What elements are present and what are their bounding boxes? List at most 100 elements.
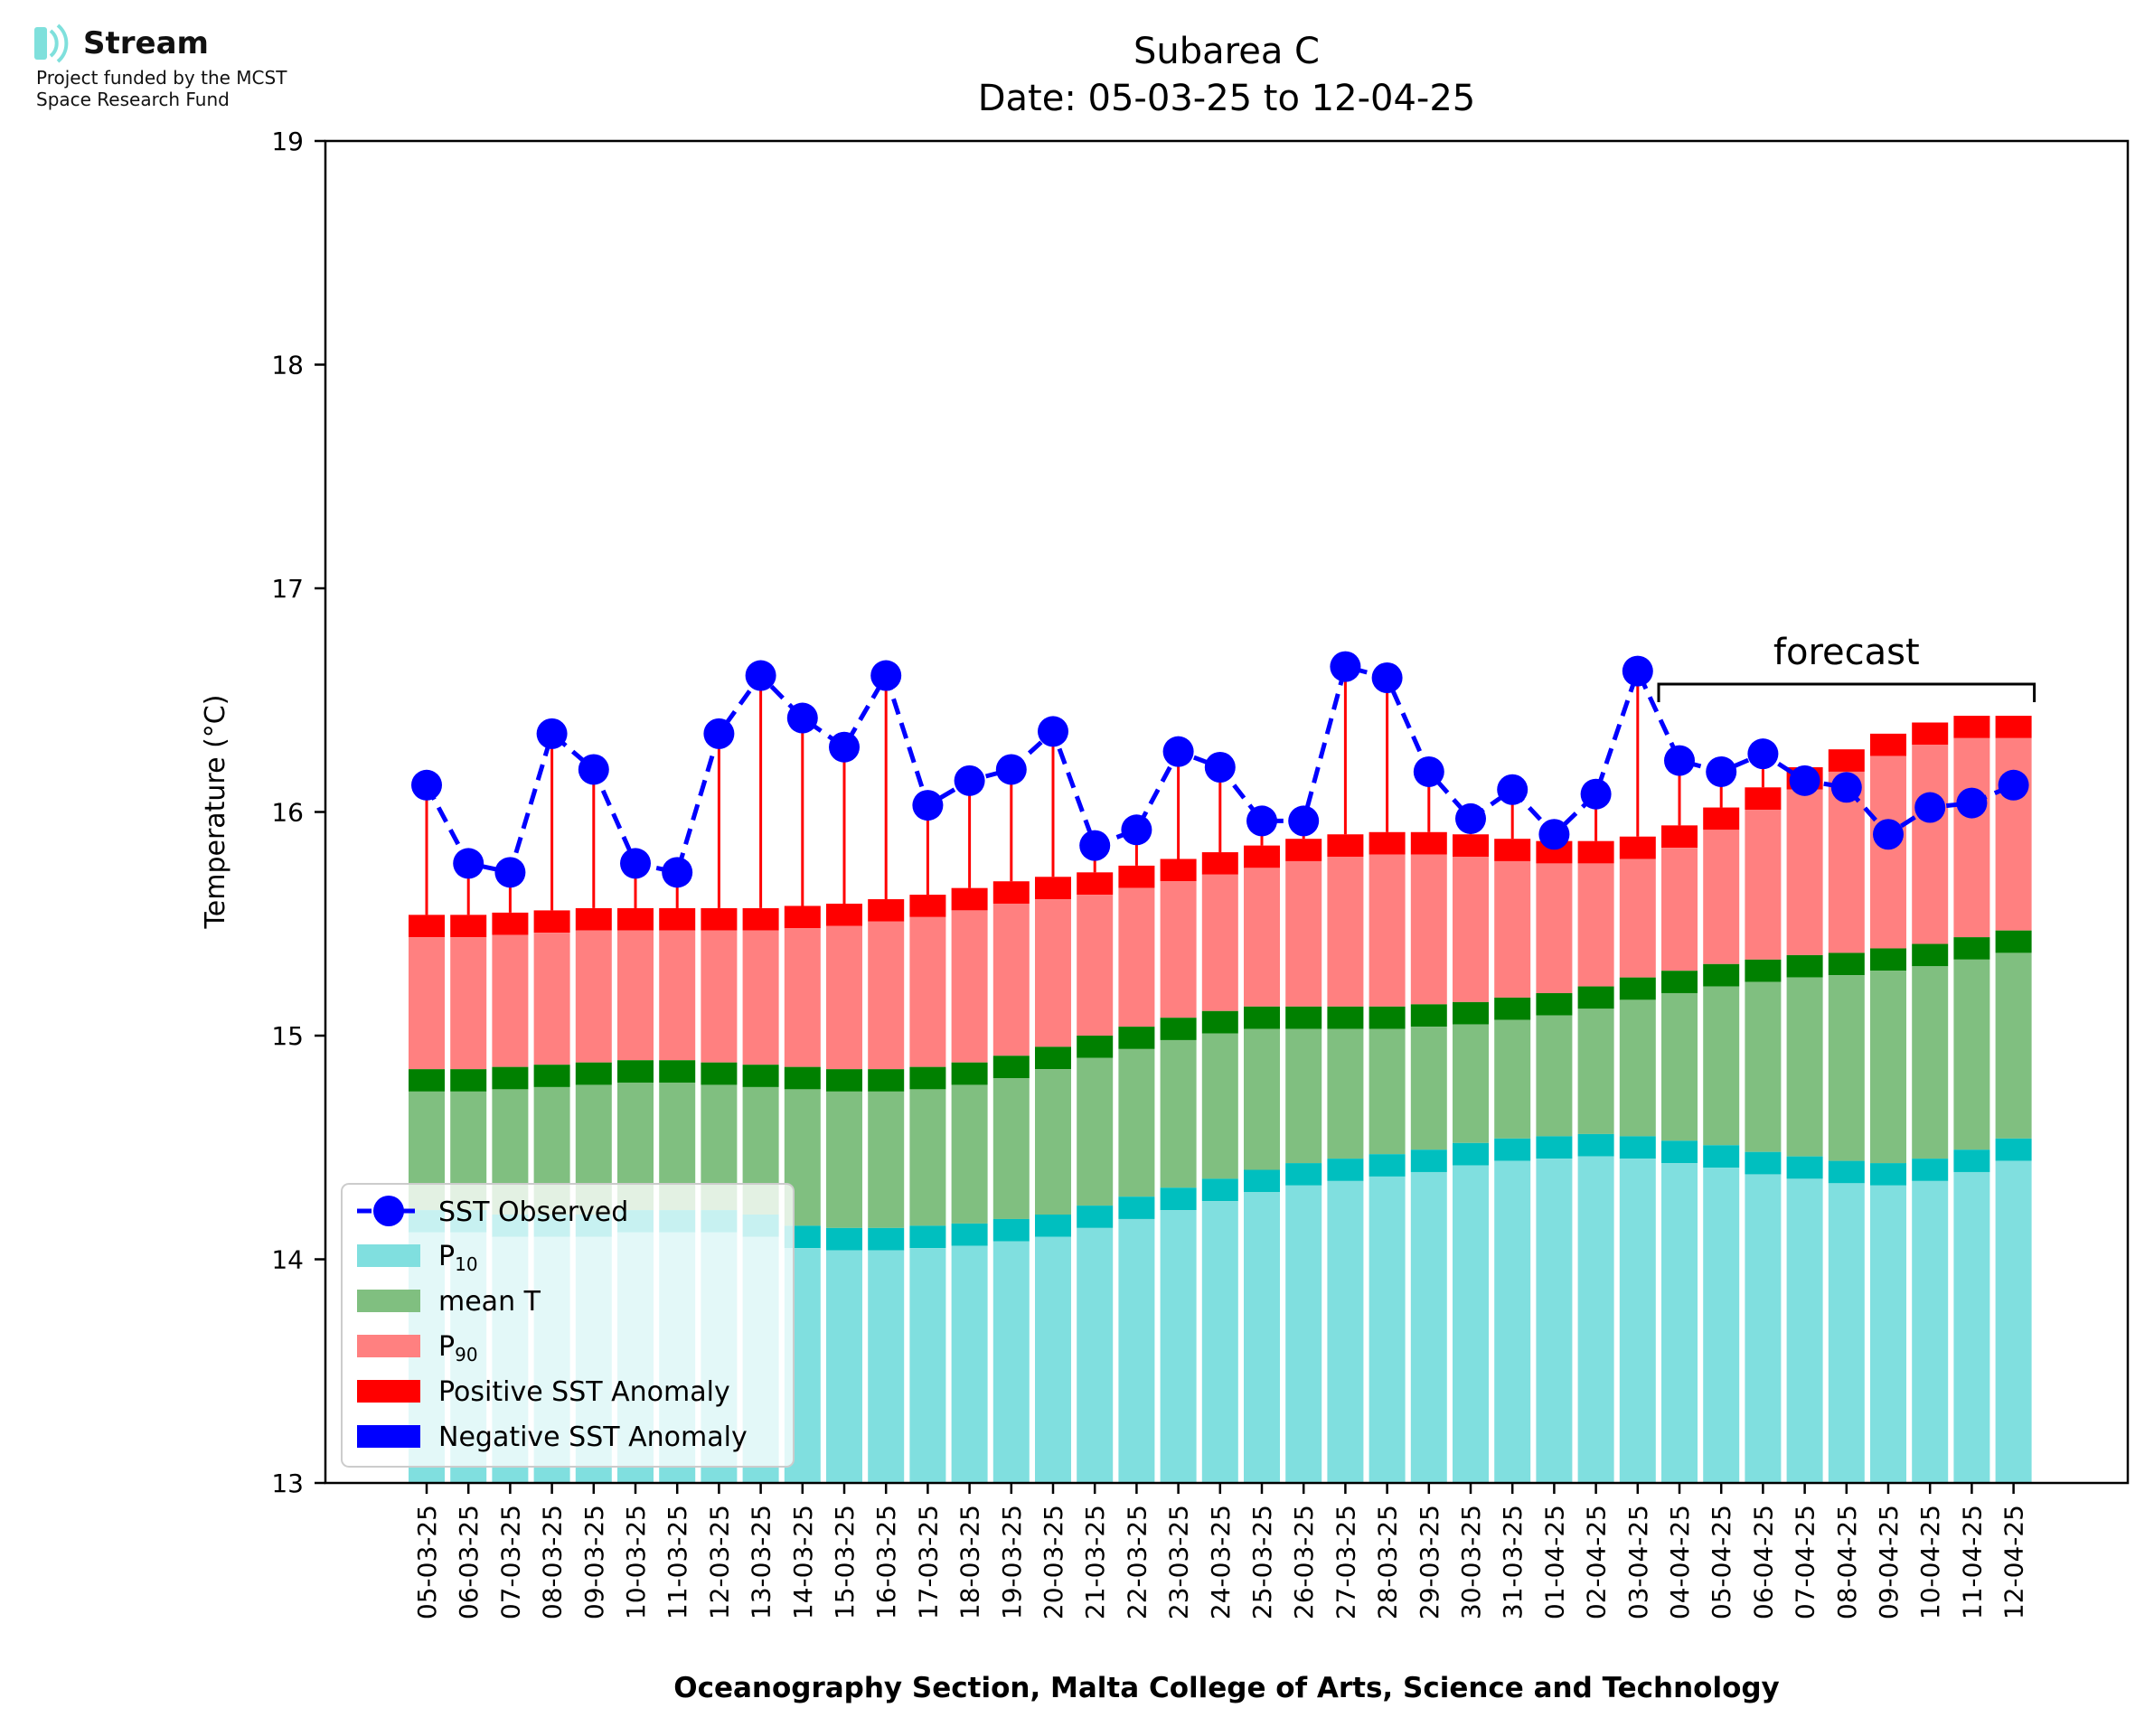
y-tick-label: 15	[271, 1021, 304, 1051]
p10-cap-bar	[1536, 1136, 1573, 1159]
p10-bar	[1327, 1180, 1364, 1483]
p90-cap-bar	[1494, 839, 1531, 861]
mean-bar	[1828, 975, 1865, 1161]
mean-cap-bar	[617, 1060, 654, 1083]
mean-cap-bar	[1619, 977, 1656, 1000]
p10-cap-bar	[1745, 1151, 1782, 1175]
p90-cap-bar	[575, 907, 612, 931]
mean-cap-bar	[492, 1066, 529, 1090]
p90-bar	[1410, 854, 1447, 1005]
p90-cap-bar	[1035, 877, 1071, 900]
sst-observed-point	[1038, 716, 1068, 747]
x-tick-label: 12-03-25	[704, 1505, 734, 1619]
p10-bar	[909, 1248, 946, 1483]
p90-bar	[1369, 854, 1406, 1007]
mean-cap-bar	[1536, 992, 1573, 1016]
mean-cap-bar	[1160, 1018, 1197, 1040]
mean-bar	[1619, 999, 1656, 1137]
p10-bar	[951, 1245, 988, 1483]
p10-cap-bar	[1285, 1163, 1322, 1186]
p10-bar	[1912, 1180, 1949, 1483]
p90-cap-bar	[1995, 716, 2032, 738]
p90-cap-bar	[492, 912, 529, 935]
mean-cap-bar	[909, 1066, 946, 1090]
sst-line-group	[411, 651, 2029, 888]
x-tick-label: 23-03-25	[1164, 1505, 1194, 1619]
stream-logo-icon	[34, 23, 69, 63]
mean-bar	[1494, 1019, 1531, 1139]
y-tick-label: 19	[271, 127, 304, 156]
sst-observed-point	[1162, 736, 1194, 767]
p10-cap-bar	[1077, 1206, 1114, 1228]
x-axis-label: Oceanography Section, Malta College of A…	[673, 1672, 1780, 1704]
p90-bar	[951, 910, 988, 1063]
mean-cap-bar	[1035, 1046, 1071, 1070]
legend: SST Observed P10 mean T P90 Positive SST…	[341, 1183, 795, 1468]
p10-bar	[1536, 1159, 1573, 1483]
mean-bar	[1201, 1033, 1238, 1179]
x-tick-label: 16-03-25	[871, 1505, 901, 1619]
mean-bar	[1577, 1009, 1614, 1134]
mean-cap-bar	[1369, 1006, 1406, 1029]
sst-observed-point	[786, 702, 818, 734]
sst-observed-point	[829, 731, 860, 763]
legend-mean-swatch	[357, 1290, 420, 1312]
sst-observed-point	[703, 718, 735, 749]
sst-observed-point	[1998, 769, 2029, 801]
p90-bar	[1661, 848, 1698, 971]
x-tick-label: 06-03-25	[454, 1505, 484, 1619]
legend-sst-swatch-marker	[373, 1196, 404, 1226]
x-tick-label: 12-04-25	[1999, 1505, 2029, 1619]
forecast-annotation: forecast	[1773, 632, 1920, 673]
p90-cap-bar	[1619, 836, 1656, 859]
mean-bar	[1745, 981, 1782, 1152]
p90-bar	[1244, 868, 1280, 1007]
sst-observed-point	[620, 848, 651, 879]
legend-p10-label-base: P	[438, 1241, 455, 1272]
p10-bar	[1118, 1218, 1155, 1483]
sst-observed-point	[578, 754, 609, 785]
p10-cap-bar	[868, 1227, 905, 1251]
p90-bar	[1160, 881, 1197, 1018]
p90-cap-bar	[1327, 834, 1364, 857]
p90-cap-bar	[617, 907, 654, 931]
mean-bar	[1995, 952, 2032, 1139]
x-tick-label: 05-04-25	[1707, 1505, 1736, 1619]
mean-bar	[1118, 1048, 1155, 1197]
sst-observed-point	[745, 660, 776, 691]
p90-cap-bar	[450, 915, 487, 938]
p10-cap-bar	[1453, 1142, 1489, 1166]
p90-bar	[1118, 887, 1155, 1028]
p90-cap-bar	[909, 895, 946, 917]
mean-cap-bar	[1577, 986, 1614, 1009]
x-tick-label: 03-04-25	[1623, 1505, 1653, 1619]
x-tick-label: 29-03-25	[1415, 1505, 1444, 1619]
p90-cap-bar	[1953, 716, 1990, 738]
legend-p10-label-sub: 10	[455, 1253, 477, 1275]
x-tick-label: 19-03-25	[997, 1505, 1027, 1619]
p90-bar	[1577, 863, 1614, 987]
p10-bar	[1577, 1156, 1614, 1483]
sst-observed-point	[995, 754, 1027, 785]
mean-cap-bar	[992, 1056, 1030, 1079]
x-tick-label: 06-04-25	[1748, 1505, 1778, 1619]
p90-cap-bar	[533, 910, 570, 934]
p10-bar	[1285, 1185, 1322, 1483]
p10-bar	[1619, 1159, 1656, 1483]
sst-observed-point	[1956, 787, 1988, 819]
p90-bar	[1327, 857, 1364, 1007]
mean-bar	[1244, 1028, 1280, 1170]
p90-cap-bar	[1369, 831, 1406, 855]
mean-cap-bar	[1745, 959, 1782, 982]
sst-observed-point	[1371, 662, 1403, 693]
mean-cap-bar	[1786, 954, 1823, 978]
sst-observed-point	[453, 848, 484, 879]
p90-bar	[701, 930, 738, 1063]
p10-cap-bar	[1661, 1140, 1698, 1164]
logo-funding-line-2: Space Research Fund	[36, 89, 230, 110]
mean-cap-bar	[1118, 1027, 1155, 1049]
p10-cap-bar	[1953, 1150, 1990, 1172]
x-tick-label: 01-04-25	[1539, 1505, 1569, 1619]
mean-bar	[1912, 966, 1949, 1159]
sst-observed-point	[1538, 819, 1570, 850]
